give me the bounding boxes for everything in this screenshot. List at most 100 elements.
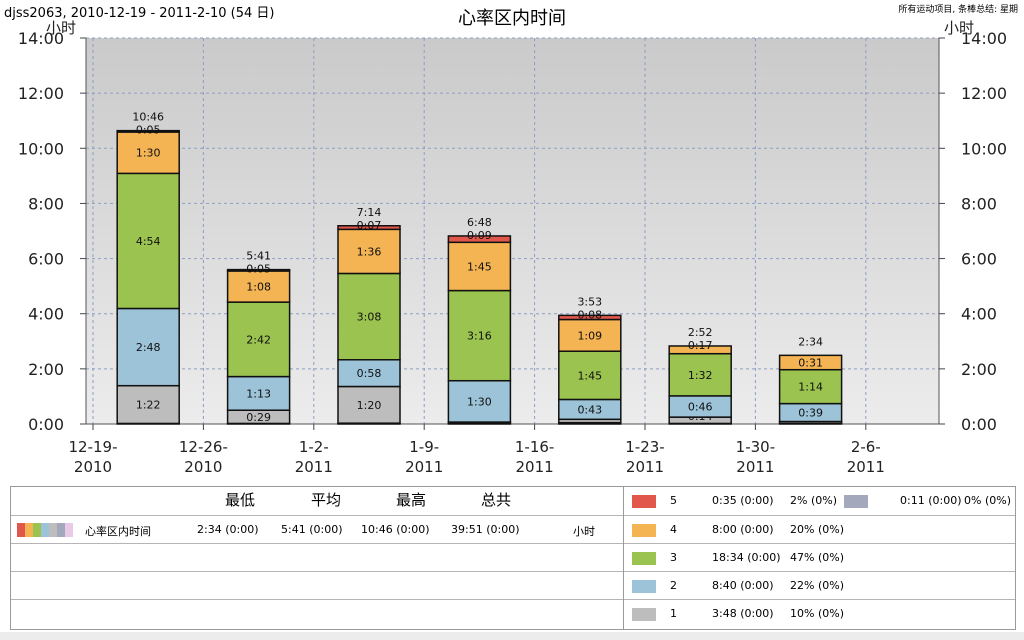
x-tick-label: 1-30- xyxy=(736,438,775,456)
zone-pct: 20% (0%) xyxy=(790,523,844,536)
bar-value-label: 0:43 xyxy=(577,403,602,416)
bar-value-label: 1:32 xyxy=(688,369,713,382)
zone-pct: 47% (0%) xyxy=(790,551,844,564)
zone-label: 2 xyxy=(670,579,677,592)
bar-value-label: 1:09 xyxy=(577,329,602,342)
filter-info: 所有运动项目, 条棒总结: 星期 xyxy=(898,5,1018,15)
x-tick-label: 2010 xyxy=(184,458,222,476)
col-header-total: 总共 xyxy=(481,491,512,509)
bar-total-label: 7:14 xyxy=(357,206,382,219)
zone-time: 3:48 (0:00) xyxy=(712,607,774,620)
summary-table: 最低 平均 最高 总共 心率区内时间 2:34 (0:00) 5:41 (0:0… xyxy=(10,486,1016,630)
x-tick-label: 2011 xyxy=(295,458,333,476)
table-row xyxy=(11,599,623,629)
x-tick-label: 12-19- xyxy=(69,438,118,456)
bar-segment xyxy=(447,241,512,292)
zone-time: 8:40 (0:00) xyxy=(712,579,774,592)
x-tick-label: 1-9- xyxy=(409,438,439,456)
x-tick-label: 12-26- xyxy=(179,438,228,456)
bar-segment xyxy=(447,235,512,244)
zone-pct: 10% (0%) xyxy=(790,607,844,620)
bar-segment xyxy=(337,225,401,231)
zone-color-chip xyxy=(57,523,65,537)
bar-value-label: 1:45 xyxy=(467,260,492,273)
bar-value-label: 2:48 xyxy=(136,341,161,354)
bar-segment xyxy=(116,172,180,310)
bar-segment xyxy=(116,307,180,387)
hr-zone-chart: 0:00 0:00 2:00 2:00 4:00 4:00 6:00 6:00 8:00 8:00… xyxy=(18,19,1007,476)
x-tick-label: 2011 xyxy=(626,458,664,476)
y-tick-label: 12:00 xyxy=(18,84,64,103)
zone-color-chip xyxy=(49,523,57,537)
bar-segment xyxy=(778,354,843,371)
chart-title: 心率区内时间 xyxy=(458,8,566,29)
zone-swatch xyxy=(632,495,656,508)
zone-color-chip xyxy=(41,523,49,537)
bar-total-label: 2:52 xyxy=(688,326,713,339)
y-tick-label-right: 6:00 xyxy=(961,250,997,269)
zone-color-chip xyxy=(65,523,73,537)
y-axis-label: 小时 xyxy=(46,19,76,37)
x-tick-label: 2011 xyxy=(405,458,443,476)
bar-value-label: 2:42 xyxy=(246,333,271,346)
zone-row: 5 0:35 (0:00) 2% (0%) xyxy=(624,487,1015,515)
bar-segment xyxy=(116,131,180,175)
zone-swatch xyxy=(632,524,656,537)
bar-value-label: 1:22 xyxy=(136,399,161,412)
zone-color-chip xyxy=(17,523,25,537)
y-axis-label-right: 小时 xyxy=(944,19,974,37)
y-tick-label: 0:00 xyxy=(28,415,64,434)
x-tick-label: 2-6- xyxy=(851,438,881,456)
chart-info: djss2063, 2010-12-19 - 2011-2-10 (54 日) xyxy=(4,6,275,21)
y-tick-label: 10:00 xyxy=(18,139,64,158)
y-tick-label: 14:00 xyxy=(18,29,64,48)
row-min: 2:34 (0:00) xyxy=(197,523,259,536)
bar-total-label: 3:53 xyxy=(577,295,602,308)
bar-segment xyxy=(116,384,180,425)
y-tick-label: 2:00 xyxy=(28,360,64,379)
row-max: 10:46 (0:00) xyxy=(361,523,430,536)
bar-value-label: 1:36 xyxy=(357,245,382,258)
bar-segment xyxy=(337,272,401,361)
zone-time: 8:00 (0:00) xyxy=(712,523,774,536)
bar-value-label: 0:05 xyxy=(136,124,161,137)
row-unit: 小时 xyxy=(573,525,595,538)
bar-segment xyxy=(447,289,512,382)
bar-value-label: 0:29 xyxy=(246,411,271,424)
zone-label: 3 xyxy=(670,551,677,564)
zone-row: 4 8:00 (0:00) 20% (0%) xyxy=(624,515,1015,544)
bar-value-label: 1:45 xyxy=(577,369,602,382)
bar-total-label: 2:34 xyxy=(798,335,823,348)
y-tick-label-right: 2:00 xyxy=(961,360,997,379)
col-header-avg: 平均 xyxy=(311,491,342,509)
bar-segment xyxy=(226,268,291,272)
table-divider xyxy=(623,487,624,629)
bar-segment xyxy=(226,375,291,411)
bar-value-label: 0:46 xyxy=(688,400,713,413)
bar-value-label: 0:07 xyxy=(357,219,382,232)
status-strip xyxy=(0,632,1024,640)
bar-value-label: 1:14 xyxy=(798,381,823,394)
bar-value-label: 1:30 xyxy=(136,147,161,160)
zone-swatch xyxy=(844,495,868,508)
bar-value-label: 0:58 xyxy=(357,367,382,380)
table-row: 心率区内时间 2:34 (0:00) 5:41 (0:00) 10:46 (0:… xyxy=(11,515,623,544)
zone-extra: 0:11 (0:00) 0% (0%) xyxy=(844,487,1014,515)
zone-time: 18:34 (0:00) xyxy=(712,551,781,564)
zone-swatch xyxy=(632,608,656,621)
bar-segment xyxy=(447,379,512,423)
bar-segment xyxy=(778,368,843,405)
y-tick-label-right: 0:00 xyxy=(961,415,997,434)
bar-value-label: 3:16 xyxy=(467,330,492,343)
x-tick-label: 1-16- xyxy=(515,438,554,456)
x-tick-label: 2010 xyxy=(74,458,112,476)
y-tick-label: 4:00 xyxy=(28,305,64,324)
y-tick-label-right: 12:00 xyxy=(961,84,1007,103)
x-tick-label: 1-23- xyxy=(625,438,664,456)
bar-total-label: 10:46 xyxy=(132,111,164,124)
y-tick-label-right: 8:00 xyxy=(961,194,997,213)
y-tick-label: 6:00 xyxy=(28,250,64,269)
bar-segment xyxy=(226,301,291,378)
zone-time: 0:35 (0:00) xyxy=(712,494,774,507)
zone-pct: 2% (0%) xyxy=(790,494,837,507)
